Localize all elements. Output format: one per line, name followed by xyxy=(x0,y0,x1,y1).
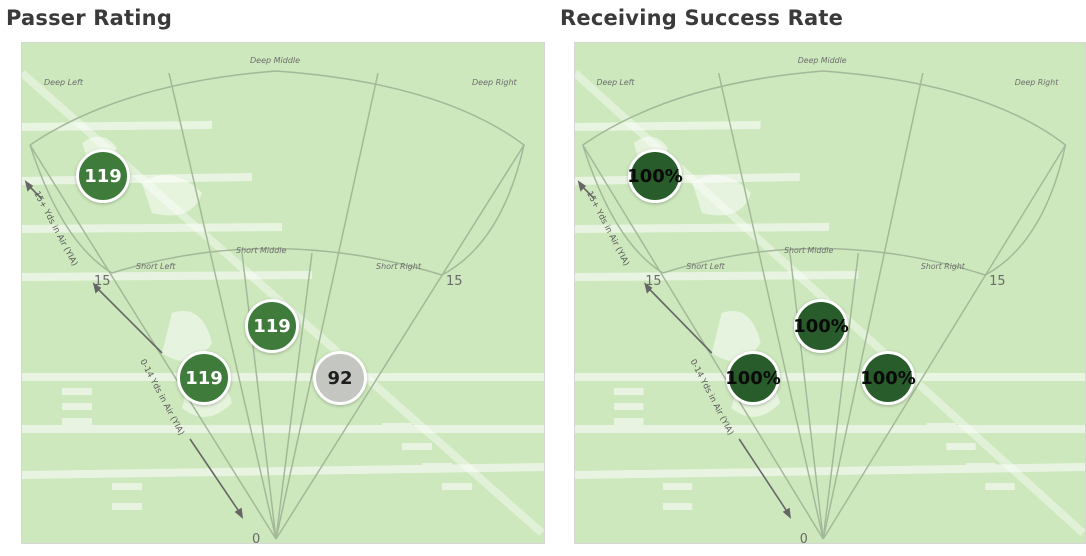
zone-label-deep-right: Deep Right xyxy=(1015,78,1059,87)
axis-fifteen-left: 15 xyxy=(94,274,111,289)
axis-fifteen-right: 15 xyxy=(989,274,1005,289)
bubble-short-left[interactable]: 100% xyxy=(725,351,781,405)
zone-label-deep-right: Deep Right xyxy=(472,78,518,87)
zone-label-deep-middle: Deep Middle xyxy=(250,56,300,65)
axis-zero: 0 xyxy=(800,532,808,544)
bubble-short-middle[interactable]: 100% xyxy=(793,299,849,353)
bubble-deep-left[interactable]: 119 xyxy=(76,149,130,203)
yia-arrows xyxy=(577,180,791,519)
yard-numbers xyxy=(82,136,232,417)
zone-label-short-right: Short Right xyxy=(376,262,422,271)
field-markings xyxy=(22,121,544,510)
field-chart: Deep Left Deep Middle Deep Right Short L… xyxy=(574,42,1086,544)
zone-label-short-middle: Short Middle xyxy=(236,246,287,255)
zone-label-short-left: Short Left xyxy=(686,262,725,271)
zone-label-deep-left: Deep Left xyxy=(44,78,84,87)
field-chart: Deep Left Deep Middle Deep Right Short L… xyxy=(21,42,545,544)
zone-label-short-middle: Short Middle xyxy=(784,246,833,255)
zone-fan xyxy=(582,70,1067,540)
bubble-short-right[interactable]: 100% xyxy=(860,351,916,405)
axis-zero: 0 xyxy=(252,532,260,544)
field-svg: Deep Left Deep Middle Deep Right Short L… xyxy=(575,56,1085,544)
panel-title: Passer Rating xyxy=(6,6,173,30)
yia-arrows xyxy=(24,180,244,519)
zone-label-deep-left: Deep Left xyxy=(596,78,635,87)
bubble-short-left[interactable]: 119 xyxy=(177,351,231,405)
zone-fan xyxy=(29,70,525,540)
field-svg: Deep Left Deep Middle Deep Right Short L… xyxy=(22,56,544,544)
passer-rating-panel: Passer Rating xyxy=(0,0,545,556)
axis-fifteen-right: 15 xyxy=(446,274,463,289)
receiving-success-rate-panel: Receiving Success Rate xyxy=(554,0,1086,556)
zone-label-deep-middle: Deep Middle xyxy=(798,56,847,65)
field-markings xyxy=(575,121,1085,510)
zone-label-short-right: Short Right xyxy=(921,262,966,271)
zone-label-short-left: Short Left xyxy=(136,262,176,271)
bubble-short-middle[interactable]: 119 xyxy=(245,299,299,353)
panel-title: Receiving Success Rate xyxy=(560,6,844,30)
axis-fifteen-left: 15 xyxy=(645,274,661,289)
bubble-deep-left[interactable]: 100% xyxy=(627,149,683,203)
bubble-short-right[interactable]: 92 xyxy=(313,351,367,405)
